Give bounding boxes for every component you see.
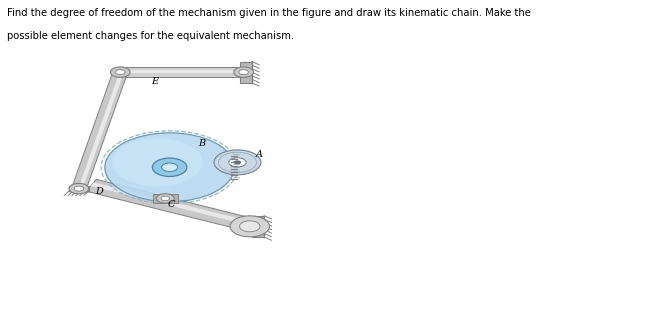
Circle shape [112, 138, 203, 186]
Polygon shape [91, 182, 258, 227]
Polygon shape [153, 194, 178, 203]
Circle shape [214, 150, 261, 175]
Text: B: B [198, 139, 205, 148]
Text: E: E [151, 77, 158, 86]
Circle shape [74, 186, 84, 191]
Circle shape [152, 158, 187, 176]
Text: D: D [96, 187, 103, 195]
Polygon shape [69, 186, 89, 191]
Text: C: C [168, 200, 175, 209]
Circle shape [69, 183, 89, 194]
Circle shape [234, 67, 253, 77]
Polygon shape [86, 179, 261, 232]
Circle shape [234, 160, 241, 164]
Text: possible element changes for the equivalent mechanism.: possible element changes for the equival… [7, 31, 295, 41]
Polygon shape [120, 70, 244, 73]
Circle shape [162, 163, 178, 172]
Circle shape [156, 194, 174, 203]
Text: Find the degree of freedom of the mechanism given in the figure and draw its kin: Find the degree of freedom of the mechan… [7, 8, 531, 18]
Polygon shape [252, 216, 264, 237]
Polygon shape [78, 72, 124, 189]
Circle shape [110, 67, 130, 77]
Circle shape [239, 70, 248, 75]
Polygon shape [120, 67, 244, 77]
Circle shape [229, 158, 246, 167]
Circle shape [105, 133, 234, 202]
Circle shape [116, 70, 125, 75]
Text: A: A [256, 151, 263, 159]
Polygon shape [72, 72, 127, 189]
Circle shape [230, 216, 269, 237]
Polygon shape [240, 62, 252, 83]
Circle shape [240, 221, 260, 232]
Circle shape [161, 196, 169, 201]
